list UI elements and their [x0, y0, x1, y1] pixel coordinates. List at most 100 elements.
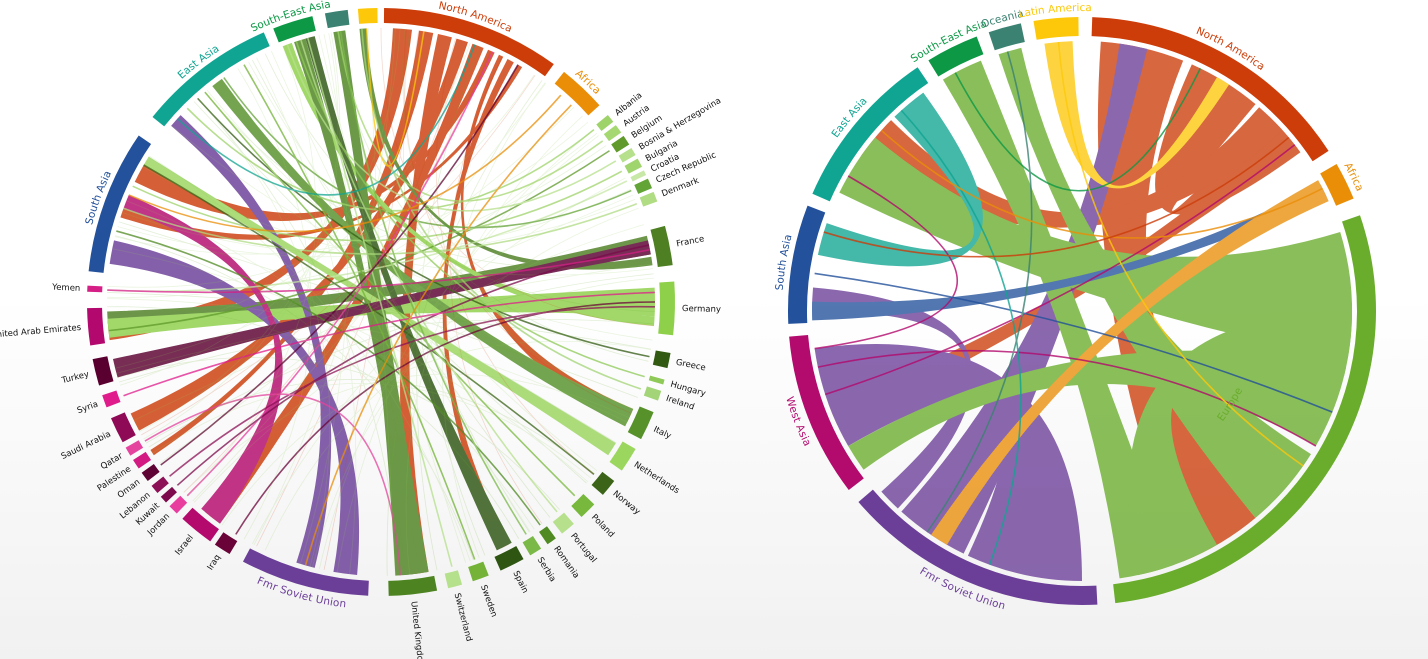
arc-bosnia-and-herzegovina[interactable] — [618, 147, 636, 163]
chord-thread — [123, 203, 638, 255]
chord-thread — [186, 107, 595, 212]
arc-qatar[interactable] — [125, 440, 144, 456]
chord-mesh — [442, 82, 546, 558]
arc-serbia[interactable] — [522, 535, 542, 556]
chord-thread — [926, 51, 1033, 533]
chord-mesh — [253, 28, 396, 546]
arc-albania[interactable] — [596, 114, 614, 131]
arc-bulgaria[interactable] — [624, 158, 643, 174]
chord-mesh — [248, 61, 598, 472]
arc-germany[interactable] — [658, 281, 675, 336]
arc-ireland[interactable] — [643, 386, 662, 401]
arc-kuwait[interactable] — [160, 486, 177, 503]
arc-oman[interactable] — [141, 464, 160, 481]
arc-unlabeled-43[interactable] — [324, 9, 350, 29]
arc-east-asia[interactable] — [812, 67, 929, 202]
chord-thread — [204, 91, 576, 497]
arc-south-asia[interactable] — [788, 205, 826, 324]
arc-denmark[interactable] — [639, 191, 658, 207]
arc-fmr-soviet-union[interactable] — [858, 489, 1098, 606]
chord-mesh — [133, 194, 634, 421]
label-serbia: Serbia — [535, 556, 558, 584]
arc-north-america[interactable] — [1091, 17, 1329, 162]
arc-saudi-arabia[interactable] — [110, 412, 136, 443]
arc-palestine[interactable] — [133, 451, 152, 469]
arc-yemen[interactable] — [87, 285, 103, 293]
label-iraq: Iraq — [206, 553, 223, 572]
arc-portugal[interactable] — [552, 512, 574, 534]
arc-greece[interactable] — [652, 350, 671, 369]
chord-mesh — [145, 379, 595, 475]
arc-fmr-soviet-union[interactable] — [242, 548, 369, 596]
chord-mesh — [109, 42, 471, 337]
arc-sweden[interactable] — [468, 561, 489, 582]
arc-israel[interactable] — [182, 507, 219, 542]
arc-iraq[interactable] — [214, 532, 238, 555]
chord-ribbon — [901, 43, 1148, 554]
arc-croatia[interactable] — [630, 170, 647, 182]
arc-belgium[interactable] — [611, 135, 630, 153]
chord-ribbon — [848, 350, 1347, 470]
chord-mesh — [107, 306, 520, 540]
arc-africa[interactable] — [554, 71, 600, 116]
chord-thread — [814, 175, 959, 350]
arc-south-asia[interactable] — [88, 135, 152, 273]
chord-ribbon — [942, 60, 1175, 579]
chord-mesh — [148, 273, 654, 448]
arc-france[interactable] — [650, 225, 673, 268]
arc-austria[interactable] — [603, 125, 622, 142]
arc-south-east-asia[interactable] — [928, 36, 984, 77]
region-arcs — [788, 17, 1376, 606]
arc-syria[interactable] — [102, 390, 121, 408]
chord-mesh — [270, 50, 531, 533]
label-italy: Italy — [652, 425, 673, 442]
chord-mesh — [312, 207, 639, 568]
arc-spain[interactable] — [494, 546, 524, 571]
chord-ribbon — [212, 78, 634, 427]
arc-italy[interactable] — [627, 406, 654, 440]
chord-mesh — [252, 177, 626, 545]
arc-poland[interactable] — [571, 494, 595, 518]
chord-mesh — [318, 135, 599, 570]
arc-lebanon[interactable] — [151, 476, 169, 493]
chord-mesh — [121, 198, 636, 255]
arc-hungary[interactable] — [648, 375, 665, 385]
arc-turkey[interactable] — [92, 356, 114, 386]
arc-africa[interactable] — [1320, 164, 1354, 206]
chord-thread — [107, 248, 651, 294]
chord-mesh — [193, 101, 587, 484]
arc-east-asia[interactable] — [152, 32, 270, 127]
chord-mesh — [183, 50, 492, 493]
chord-mesh — [318, 35, 467, 563]
arc-norway[interactable] — [591, 471, 615, 495]
arc-north-america[interactable] — [383, 8, 554, 77]
arc-oceania[interactable] — [988, 23, 1025, 51]
chord-thread — [365, 28, 425, 167]
arc-south-east-asia[interactable] — [273, 16, 316, 43]
arc-united-kingdom[interactable] — [388, 575, 438, 596]
chord-thread — [160, 64, 519, 466]
chord-mesh — [197, 98, 331, 567]
chord-thread — [823, 136, 1290, 258]
arc-czech-republic[interactable] — [634, 178, 653, 194]
chord-mesh — [118, 318, 655, 383]
chord-thread — [235, 301, 656, 535]
arc-west-asia[interactable] — [789, 334, 864, 490]
arc-jordan[interactable] — [169, 495, 188, 514]
chord-thread — [144, 393, 401, 576]
chord-thread — [814, 272, 1333, 413]
label-france: France — [676, 234, 706, 249]
arc-latin-america[interactable] — [1033, 17, 1079, 40]
arc-switzerland[interactable] — [444, 570, 463, 589]
label-spain: Spain — [510, 569, 530, 595]
chord-mesh — [114, 121, 589, 255]
arc-netherlands[interactable] — [609, 441, 636, 471]
arc-unlabeled-44[interactable] — [357, 8, 378, 24]
chord-thread — [817, 349, 1317, 447]
arc-united-arab-emirates[interactable] — [87, 307, 106, 346]
arc-romania[interactable] — [539, 526, 556, 545]
chord-mesh — [449, 56, 543, 524]
chord-thread — [337, 31, 604, 202]
chord-mesh — [197, 98, 401, 576]
